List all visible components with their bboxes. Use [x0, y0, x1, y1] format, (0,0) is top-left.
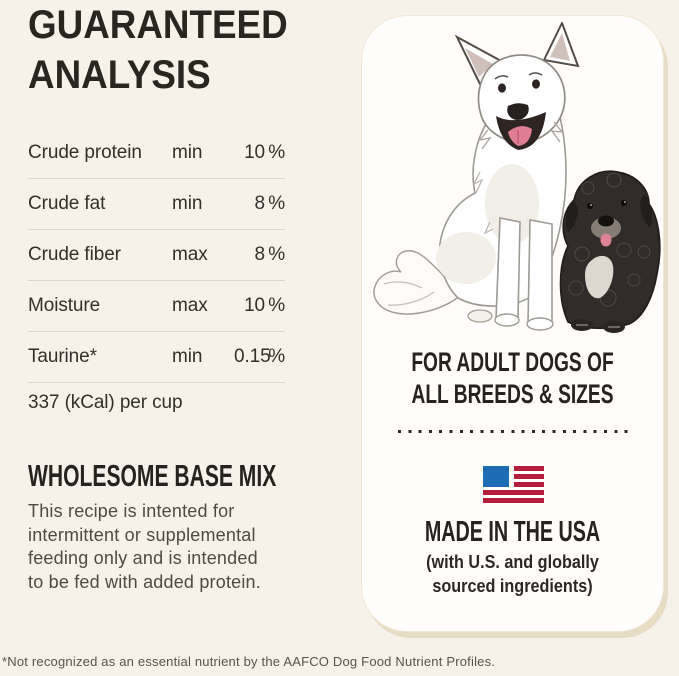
- nutrient-label: Taurine*: [28, 346, 97, 367]
- nutrient-unit: %: [268, 295, 285, 316]
- made-in-usa-subtext: (with U.S. and globally sourced ingredie…: [377, 550, 648, 598]
- table-row: Crude fiber max 8 %: [28, 230, 285, 281]
- card-title-line-2: ALL BREEDS & SIZES: [411, 379, 614, 409]
- nutrient-label: Crude protein: [28, 142, 142, 163]
- info-card: FOR ADULT DOGS OF ALL BREEDS & SIZES MAD…: [361, 15, 664, 632]
- table-row: Crude protein min 10 %: [28, 128, 285, 179]
- nutrient-unit: %: [268, 346, 285, 367]
- nutrient-label: Moisture: [28, 295, 101, 316]
- dotted-divider: [398, 430, 631, 433]
- made-sub-line-1: (with U.S. and globally: [426, 552, 599, 572]
- card-title: FOR ADULT DOGS OF ALL BREEDS & SIZES: [406, 346, 620, 410]
- guaranteed-analysis-table: Crude protein min 10 % Crude fat min 8 %…: [28, 128, 285, 383]
- nutrient-value: 8: [254, 244, 266, 265]
- nutrient-unit: %: [268, 244, 285, 265]
- made-sub-line-2: sourced ingredients): [432, 576, 593, 596]
- nutrient-value: 8: [254, 193, 266, 214]
- aafco-footnote: *Not recognized as an essential nutrient…: [2, 654, 496, 669]
- nutrient-qualifier: min: [172, 346, 203, 367]
- nutrient-qualifier: min: [172, 142, 203, 163]
- nutrient-label: Crude fiber: [28, 244, 121, 265]
- nutrient-unit: %: [268, 142, 285, 163]
- heading-line-2: ANALYSIS: [28, 53, 211, 97]
- made-in-usa-heading: MADE IN THE USA: [424, 516, 601, 548]
- heading-line-1: GUARANTEED: [28, 3, 288, 47]
- usa-flag-icon: [483, 466, 544, 503]
- feeding-note-line: intermittent or supplemental: [28, 524, 256, 545]
- nutrient-qualifier: min: [172, 193, 203, 214]
- wholesome-base-mix-heading: WHOLESOME BASE MIX: [28, 458, 277, 493]
- nutrient-value: 10: [244, 142, 265, 163]
- guaranteed-analysis-heading: GUARANTEED ANALYSIS: [28, 0, 288, 100]
- table-row: Moisture max 10 %: [28, 281, 285, 332]
- card-title-line-1: FOR ADULT DOGS OF: [411, 347, 614, 377]
- nutrient-qualifier: max: [172, 295, 208, 316]
- feeding-note-line: feeding only and is intended: [28, 548, 258, 568]
- feeding-note-line: This recipe is intented for: [28, 501, 235, 521]
- nutrient-label: Crude fat: [28, 193, 106, 214]
- nutrient-unit: %: [268, 193, 285, 214]
- feeding-note: This recipe is intented for intermittent…: [28, 500, 261, 594]
- feeding-note-line: to be fed with added protein.: [28, 571, 261, 592]
- dogs-illustration: [373, 22, 661, 333]
- table-row: Taurine* min 0.15 %: [28, 332, 285, 383]
- kcal-per-cup: 337 (kCal) per cup: [28, 392, 183, 413]
- table-row: Crude fat min 8 %: [28, 179, 285, 230]
- nutrient-value: 0.15: [234, 346, 271, 367]
- nutrient-value: 10: [244, 295, 265, 316]
- nutrient-qualifier: max: [172, 244, 208, 265]
